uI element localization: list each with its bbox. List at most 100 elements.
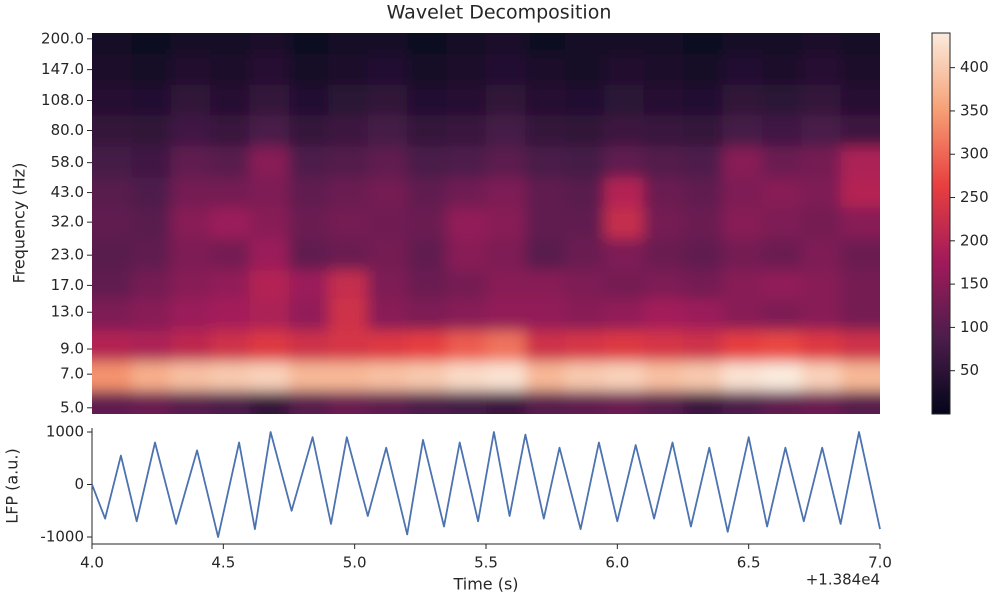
heatmap-cell — [407, 361, 448, 392]
heatmap-cell — [486, 390, 526, 414]
heatmap-cell — [761, 361, 802, 392]
heatmap-cell — [486, 361, 526, 392]
heatmap-cell — [92, 298, 132, 332]
heatmap-area — [92, 33, 880, 414]
heatmap-cell — [131, 54, 172, 86]
heatmap-cell — [170, 146, 211, 179]
heatmap-cell — [722, 115, 763, 148]
y-tick-label: -1000 — [40, 528, 84, 546]
y-tick-label: 9.0 — [60, 340, 84, 358]
heatmap-cell — [131, 390, 172, 414]
heatmap-cell — [131, 238, 172, 271]
heatmap-cell — [367, 85, 408, 116]
heatmap-cell — [840, 238, 880, 271]
heatmap-cell — [289, 298, 329, 332]
heatmap-cell — [486, 177, 526, 208]
heatmap-cell — [801, 361, 842, 392]
heatmap-cell — [722, 85, 763, 116]
heatmap-cell — [761, 330, 802, 363]
heatmap-cell — [564, 207, 605, 240]
heatmap-cell — [761, 85, 802, 116]
heatmap-cell — [683, 207, 723, 240]
heatmap-cell — [170, 207, 211, 240]
heatmap-cell — [761, 33, 802, 55]
heatmap-cell — [643, 146, 684, 179]
heatmap-cell — [328, 177, 369, 208]
heatmap-cell — [486, 207, 526, 240]
heatmap-cell — [486, 115, 526, 148]
heatmap-cell — [722, 330, 763, 363]
y-tick-label: 17.0 — [51, 276, 84, 294]
heatmap-cell — [92, 115, 132, 148]
x-tick-label: 5.0 — [343, 554, 367, 572]
heatmap-cell — [604, 177, 645, 208]
heatmap-cell — [367, 146, 408, 179]
heatmap-cell — [446, 361, 487, 392]
heatmap-cell — [643, 298, 684, 332]
heatmap-cell — [92, 33, 132, 55]
heatmap-cell — [210, 85, 251, 116]
heatmap-cell — [289, 330, 329, 363]
heatmap-cell — [722, 270, 763, 300]
heatmap-cell — [525, 146, 566, 179]
heatmap-cell — [170, 54, 211, 86]
heatmap-cell — [604, 85, 645, 116]
heatmap-cell — [367, 33, 408, 55]
heatmap-cell — [210, 207, 251, 240]
heatmap-cell — [604, 361, 645, 392]
heatmap-cell — [840, 146, 880, 179]
heatmap-cell — [801, 390, 842, 414]
x-axis-label: Time (s) — [452, 575, 518, 594]
heatmap-cell — [249, 238, 290, 271]
axes: 200.0 147.0 108.0 80.0 58.0 43.0 32.0 23.0 17.0 1… — [40, 29, 988, 571]
heatmap-cell — [486, 146, 526, 179]
heatmap-cell — [289, 390, 329, 414]
heatmap-cell — [446, 115, 487, 148]
heatmap-cell — [289, 146, 329, 179]
heatmap-cell — [604, 330, 645, 363]
heatmap-cell — [722, 361, 763, 392]
heatmap-cell — [486, 33, 526, 55]
heatmap-cell — [92, 54, 132, 86]
heatmap-cell — [367, 207, 408, 240]
y-tick-label: 43.0 — [51, 183, 84, 201]
heatmap-cell — [564, 330, 605, 363]
heatmap-cell — [249, 298, 290, 332]
heatmap-cell — [722, 238, 763, 271]
heatmap-cell — [210, 238, 251, 271]
heatmap-cell — [249, 115, 290, 148]
x-offset-label: +1.384e4 — [806, 571, 880, 589]
heatmap-cell — [407, 85, 448, 116]
heatmap-cell — [643, 115, 684, 148]
heatmap-cell — [92, 390, 132, 414]
heatmap-cell — [604, 270, 645, 300]
heatmap-cell — [722, 146, 763, 179]
heatmap-cell — [525, 298, 566, 332]
heatmap-cell — [367, 115, 408, 148]
heatmap-cell — [210, 33, 251, 55]
heatmap-cell — [446, 390, 487, 414]
heatmap-cell — [643, 361, 684, 392]
heatmap-cell — [643, 33, 684, 55]
heatmap-cell — [407, 298, 448, 332]
heatmap-cell — [131, 207, 172, 240]
heatmap-cell — [761, 298, 802, 332]
heatmap-cell — [446, 330, 487, 363]
heatmap-cell — [683, 115, 723, 148]
heatmap-cell — [525, 270, 566, 300]
colorbar-tick-label: 100 — [960, 318, 989, 336]
heatmap-cell — [683, 238, 723, 271]
heatmap-cell — [92, 270, 132, 300]
heatmap-cell — [367, 361, 408, 392]
chart-title: Wavelet Decomposition — [387, 2, 612, 24]
heatmap-cell — [328, 330, 369, 363]
heatmap-cell — [525, 33, 566, 55]
heatmap-cells — [92, 33, 880, 414]
heatmap-cell — [525, 390, 566, 414]
heatmap-cell — [446, 207, 487, 240]
heatmap-cell — [289, 177, 329, 208]
heatmap-cell — [131, 146, 172, 179]
heatmap-cell — [722, 33, 763, 55]
heatmap-cell — [801, 238, 842, 271]
heatmap-cell — [367, 177, 408, 208]
